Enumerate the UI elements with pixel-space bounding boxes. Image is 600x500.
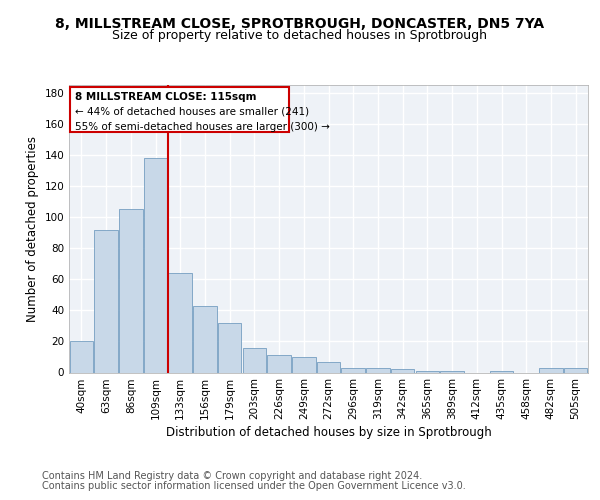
Bar <box>119 210 143 372</box>
Text: ← 44% of detached houses are smaller (241): ← 44% of detached houses are smaller (24… <box>75 107 310 117</box>
Bar <box>539 368 563 372</box>
Text: 8, MILLSTREAM CLOSE, SPROTBROUGH, DONCASTER, DN5 7YA: 8, MILLSTREAM CLOSE, SPROTBROUGH, DONCAS… <box>55 18 545 32</box>
Bar <box>193 306 217 372</box>
Text: Contains HM Land Registry data © Crown copyright and database right 2024.: Contains HM Land Registry data © Crown c… <box>42 471 422 481</box>
Text: Size of property relative to detached houses in Sprotbrough: Size of property relative to detached ho… <box>113 29 487 42</box>
Bar <box>366 368 389 372</box>
Bar <box>416 371 439 372</box>
Bar <box>440 371 464 372</box>
Bar <box>490 371 513 372</box>
Bar <box>242 348 266 372</box>
Bar <box>564 368 587 372</box>
FancyBboxPatch shape <box>70 86 289 132</box>
Bar <box>144 158 167 372</box>
Text: 8 MILLSTREAM CLOSE: 115sqm: 8 MILLSTREAM CLOSE: 115sqm <box>75 92 257 102</box>
Y-axis label: Number of detached properties: Number of detached properties <box>26 136 39 322</box>
Bar <box>317 362 340 372</box>
Bar <box>218 323 241 372</box>
Bar <box>391 370 415 372</box>
Bar <box>169 273 192 372</box>
Bar <box>268 356 291 372</box>
X-axis label: Distribution of detached houses by size in Sprotbrough: Distribution of detached houses by size … <box>166 426 491 440</box>
Text: Contains public sector information licensed under the Open Government Licence v3: Contains public sector information licen… <box>42 481 466 491</box>
Bar <box>341 368 365 372</box>
Bar <box>94 230 118 372</box>
Bar <box>292 357 316 372</box>
Text: 55% of semi-detached houses are larger (300) →: 55% of semi-detached houses are larger (… <box>75 122 330 132</box>
Bar <box>70 342 93 372</box>
